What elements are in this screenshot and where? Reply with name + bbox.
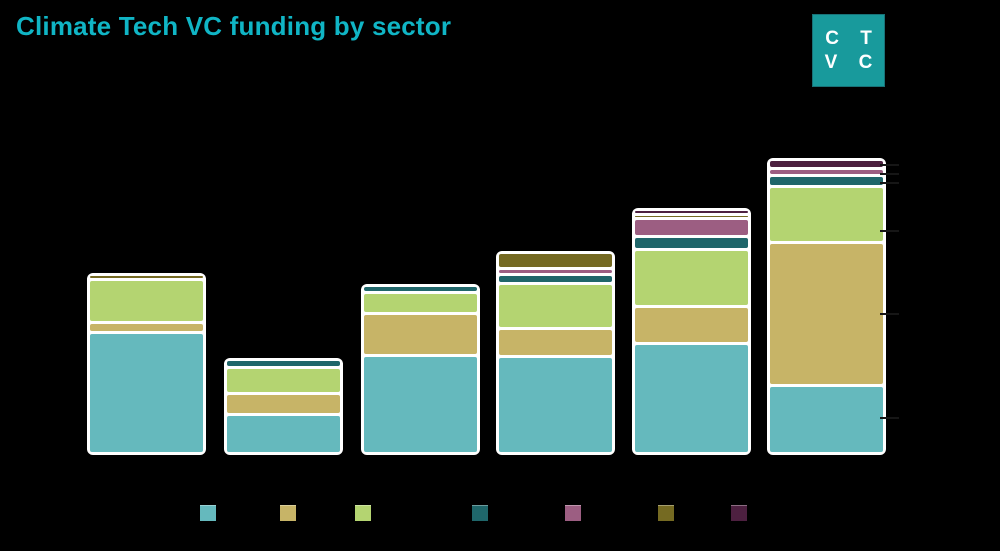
bar-1-segment-teal [90,334,203,452]
bar-4 [496,251,615,455]
legend-swatch-mauve [565,505,581,521]
bar-3 [361,284,480,455]
annotation-leader-line-6 [880,417,899,419]
bar-1-segment-green [90,281,203,321]
legend-swatch-green [355,505,371,521]
ctvc-logo-row-1: C T [825,28,880,49]
bar-4-segment-teal [499,358,612,452]
page-title: Climate Tech VC funding by sector [16,11,452,41]
bar-6-segment-mauve [770,170,883,174]
bar-5-segment-teal [635,345,748,452]
annotation-leader-line-3 [880,182,899,184]
bar-5-segment-olive [635,216,748,217]
legend-swatch-khaki [280,505,296,521]
annotation-leader-line-4 [880,230,899,232]
legend-swatch-maroon [731,505,747,521]
bar-2-segment-green [227,369,340,392]
legend-swatch-dark-teal [472,505,488,521]
bar-5-segment-mauve [635,220,748,235]
bar-1-segment-olive [90,276,203,278]
bar-3-segment-khaki [364,315,477,354]
bar-3-segment-dark-teal [364,287,477,291]
bar-5-segment-maroon [635,211,748,213]
bar-5-segment-dark-teal [635,238,748,248]
bar-4-segment-olive [499,254,612,267]
bar-5 [632,208,751,455]
bar-1 [87,273,206,455]
bar-1-segment-khaki [90,324,203,331]
bar-2-segment-teal [227,416,340,452]
bar-6-segment-khaki [770,244,883,384]
bar-2 [224,358,343,455]
bar-6-segment-maroon [770,161,883,167]
bar-3-segment-green [364,294,477,312]
annotation-leader-line-1 [880,164,899,166]
bar-2-segment-khaki [227,395,340,413]
bar-6-segment-dark-teal [770,177,883,185]
annotation-leader-line-2 [880,173,899,175]
legend-swatch-olive [658,505,674,521]
bar-5-segment-green [635,251,748,305]
bar-4-segment-mauve [499,270,612,273]
annotation-leader-line-5 [880,313,899,315]
ctvc-logo-row-2: V C [824,52,881,73]
bar-5-segment-khaki [635,308,748,342]
bar-6 [767,158,886,455]
legend-swatch-teal [200,505,216,521]
bar-3-segment-teal [364,357,477,452]
bar-4-segment-green [499,285,612,327]
bar-6-segment-green [770,188,883,241]
ctvc-logo: C T V C [813,15,884,86]
bar-6-segment-teal [770,387,883,452]
bar-2-segment-dark-teal [227,361,340,366]
bar-4-segment-khaki [499,330,612,355]
bar-4-segment-dark-teal [499,276,612,282]
